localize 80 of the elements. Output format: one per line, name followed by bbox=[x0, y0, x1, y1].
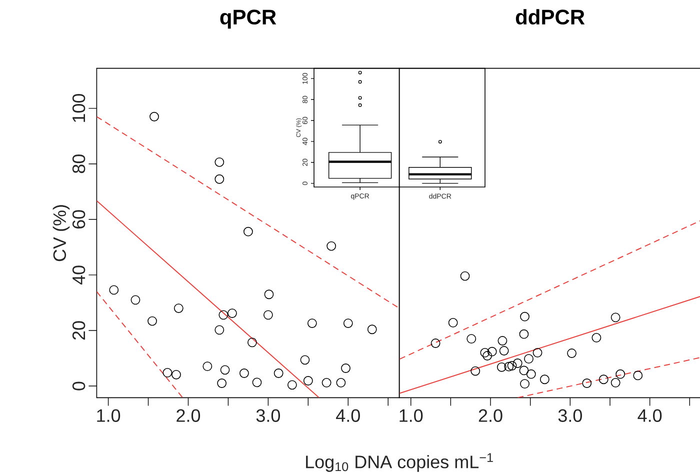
point bbox=[130, 295, 140, 305]
y-tick-label: 40 bbox=[72, 266, 86, 285]
point bbox=[519, 366, 529, 376]
point bbox=[274, 368, 284, 378]
x-tick-label: 4.0 bbox=[336, 409, 360, 422]
point bbox=[567, 348, 576, 358]
point bbox=[520, 379, 530, 389]
point bbox=[174, 304, 184, 313]
point bbox=[263, 310, 273, 320]
point bbox=[540, 374, 550, 384]
point bbox=[524, 354, 534, 364]
point bbox=[202, 362, 212, 372]
point bbox=[322, 378, 332, 388]
chart-title: ddPCR bbox=[516, 9, 585, 25]
point bbox=[264, 290, 274, 300]
point bbox=[214, 325, 224, 335]
point bbox=[430, 338, 440, 348]
point bbox=[526, 369, 536, 379]
point bbox=[480, 348, 490, 358]
point bbox=[487, 346, 497, 356]
y-tick-label: 0 bbox=[72, 382, 86, 390]
point bbox=[307, 318, 317, 328]
x-tick-label: 4.0 bbox=[638, 409, 662, 422]
point bbox=[150, 112, 159, 122]
point bbox=[520, 312, 530, 322]
point bbox=[610, 312, 620, 322]
point bbox=[341, 364, 350, 373]
point bbox=[162, 368, 172, 378]
point bbox=[504, 362, 514, 372]
point bbox=[610, 378, 620, 388]
point bbox=[220, 365, 230, 375]
point bbox=[496, 362, 506, 372]
point bbox=[470, 366, 480, 376]
point bbox=[326, 241, 336, 251]
point bbox=[633, 370, 643, 380]
point bbox=[172, 370, 181, 380]
x-tick-label: 1.0 bbox=[97, 409, 120, 422]
point bbox=[303, 376, 313, 386]
point bbox=[248, 338, 257, 348]
x-tick-label: 2.0 bbox=[478, 409, 502, 422]
point bbox=[499, 346, 509, 356]
point bbox=[448, 318, 458, 328]
point bbox=[482, 351, 492, 360]
point bbox=[460, 271, 470, 281]
y-tick-label: 20 bbox=[72, 321, 86, 340]
point bbox=[244, 226, 253, 236]
point bbox=[214, 174, 224, 184]
y-tick-label: 80 bbox=[72, 154, 86, 174]
point bbox=[218, 310, 228, 320]
point bbox=[148, 316, 157, 326]
x-tick-label: 3.0 bbox=[256, 409, 280, 422]
chart-title: qPCR bbox=[220, 10, 276, 29]
point bbox=[507, 361, 517, 370]
point bbox=[336, 378, 346, 388]
point bbox=[582, 378, 592, 388]
y-tick-label: 60 bbox=[72, 210, 86, 228]
point bbox=[592, 333, 602, 342]
point bbox=[300, 355, 310, 365]
point bbox=[214, 157, 224, 167]
point bbox=[466, 334, 476, 344]
point bbox=[217, 378, 227, 388]
point bbox=[616, 369, 626, 379]
point bbox=[240, 368, 249, 378]
point bbox=[532, 348, 542, 358]
point bbox=[252, 378, 262, 388]
point bbox=[598, 374, 608, 384]
y-tick-label: 100 bbox=[72, 94, 86, 122]
point bbox=[228, 308, 237, 318]
point bbox=[498, 336, 508, 346]
point bbox=[343, 318, 353, 328]
x-tick-label: 2.0 bbox=[176, 409, 200, 422]
point bbox=[519, 329, 529, 339]
x-tick-label: 1.0 bbox=[400, 409, 423, 422]
point bbox=[109, 285, 119, 295]
point bbox=[512, 358, 522, 368]
x-tick-label: 3.0 bbox=[558, 409, 582, 422]
y-axis-title: CV (%) bbox=[52, 205, 70, 262]
x-axis-title: Log$_{10}$ DNA copies mL$^{−1}$ bbox=[306, 453, 493, 472]
point bbox=[367, 324, 377, 334]
point bbox=[287, 380, 297, 390]
